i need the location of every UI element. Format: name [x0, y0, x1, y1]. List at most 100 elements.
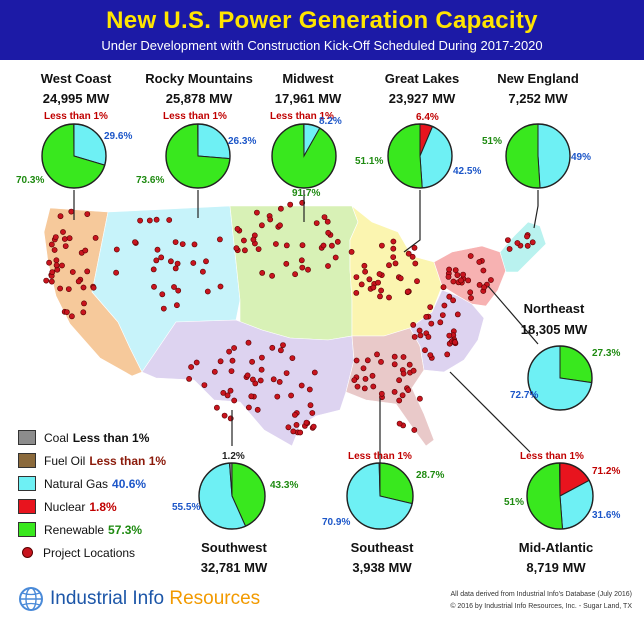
project-location-marker [445, 273, 452, 280]
project-location-marker [64, 309, 70, 315]
region-title-northeast: Northeast [523, 301, 585, 316]
legend-item-renewable: Renewable 57.3% [18, 518, 166, 541]
pie-outline-rocky-mountains [165, 123, 231, 189]
project-location-marker [324, 218, 331, 225]
project-location-marker [53, 262, 60, 269]
region-total-new-england: 7,252 MW [508, 91, 568, 106]
project-location-marker [476, 281, 483, 288]
project-location-marker [400, 354, 407, 360]
project-location-marker [351, 377, 358, 383]
leader-new-england [533, 190, 539, 229]
project-location-marker [52, 234, 59, 240]
project-location-marker [217, 358, 224, 365]
project-location-marker [245, 339, 252, 346]
pie-outline-new-england [505, 123, 571, 189]
project-location-marker [417, 332, 424, 339]
pie-label-mid-atlantic-renewable: 51% [504, 497, 525, 508]
project-location-marker [57, 213, 64, 220]
project-location-marker [391, 388, 398, 395]
project-location-marker [190, 260, 197, 266]
project-location-marker [400, 370, 407, 377]
project-location-marker [325, 229, 332, 236]
project-location-marker [374, 351, 380, 358]
project-location-marker [259, 269, 266, 276]
pie-label-mid-atlantic-nuclear: 71.2% [592, 466, 621, 477]
project-location-marker [378, 287, 384, 294]
region-title-mid-atlantic: Mid-Atlantic [518, 540, 594, 555]
project-location-marker [43, 277, 50, 284]
project-location-marker [276, 378, 283, 385]
project-location-marker [370, 383, 377, 390]
project-location-marker [186, 375, 192, 382]
project-location-marker [299, 242, 306, 249]
project-location-marker [283, 260, 290, 267]
page-subtitle: Under Development with Construction Kick… [101, 38, 543, 53]
project-location-marker [248, 393, 255, 400]
project-location-marker [137, 217, 143, 224]
project-location-marker [201, 382, 208, 388]
legend-value-renewable: 57.3% [108, 522, 143, 537]
pie-outline-northeast [527, 345, 593, 411]
project-location-marker [153, 257, 160, 264]
project-location-marker [173, 302, 180, 309]
project-location-marker [506, 246, 513, 252]
project-location-marker [377, 293, 383, 300]
pie-label-mid-atlantic-small: Less than 1% [520, 451, 584, 462]
project-location-marker [269, 344, 276, 351]
pie-label-west-coast-gas: 29.6% [104, 131, 133, 142]
project-location-marker [444, 351, 451, 358]
project-location-marker [390, 254, 397, 260]
project-location-marker [303, 419, 310, 426]
project-location-marker [224, 392, 231, 399]
project-location-marker [231, 397, 238, 404]
project-location-marker [84, 268, 91, 275]
legend-swatch-renewable [18, 522, 36, 537]
project-location-marker [57, 285, 63, 292]
region-pie-charts [41, 123, 594, 530]
legend-item-coal: Coal Less than 1% [18, 426, 166, 449]
project-location-marker [524, 233, 530, 240]
project-location-marker [416, 395, 423, 402]
project-location-marker [65, 286, 72, 292]
pie-outline-mid-atlantic [526, 462, 594, 530]
leader-northeast [487, 285, 539, 345]
project-location-marker [75, 278, 82, 285]
project-location-marker [220, 389, 227, 396]
project-location-marker [375, 279, 381, 286]
legend-item-nuclear: Nuclear 1.8% [18, 495, 166, 518]
pie-label-great-lakes-gas: 42.5% [453, 166, 482, 177]
project-location-marker [283, 370, 290, 376]
pie-outline-southwest [198, 462, 266, 530]
region-total-rocky-mountains: 25,878 MW [165, 91, 233, 106]
legend-swatch-fuel-oil [18, 453, 36, 468]
project-location-marker [59, 262, 65, 269]
project-location-marker [386, 294, 392, 301]
project-location-marker [307, 402, 314, 409]
project-location-marker [354, 383, 361, 390]
project-location-marker [277, 222, 283, 229]
project-location-marker [297, 429, 304, 436]
project-location-marker [80, 284, 87, 291]
project-location-marker [66, 235, 73, 242]
project-location-marker [244, 372, 251, 379]
project-location-marker [360, 365, 367, 372]
project-location-marker [411, 333, 418, 340]
pie-label-southwest-coal: 1.2% [222, 451, 245, 462]
project-location-marker [267, 216, 274, 223]
project-location-marker [467, 289, 474, 296]
pie-label-great-lakes-renewable: 51.1% [355, 156, 384, 167]
project-location-marker [229, 357, 236, 364]
project-location-marker [174, 260, 181, 267]
project-location-marker [255, 246, 262, 252]
project-location-marker [309, 410, 316, 416]
project-location-marker [60, 229, 66, 235]
pie-outline-southeast [346, 462, 414, 530]
project-location-marker [81, 300, 87, 307]
project-location-marker [425, 333, 432, 340]
project-location-marker [172, 265, 179, 272]
page-title: New U.S. Power Generation Capacity [106, 7, 538, 34]
project-location-marker [172, 239, 179, 245]
project-location-marker [154, 246, 161, 253]
pie-label-southwest-gas: 55.5% [172, 502, 201, 513]
project-location-marker [468, 295, 474, 301]
